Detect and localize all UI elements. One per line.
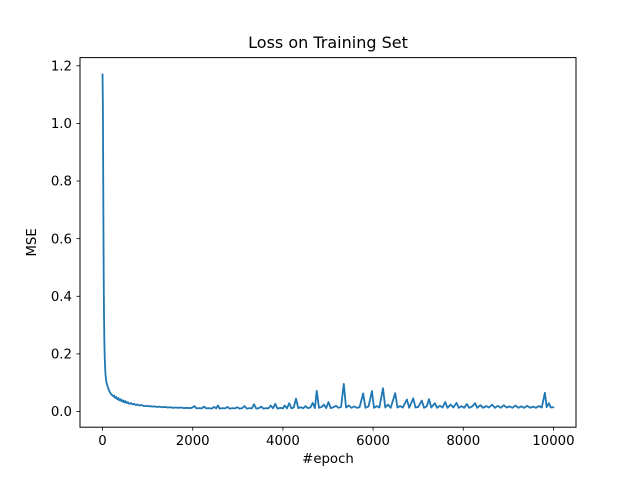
y-tick-label: 0.0 [51, 405, 72, 420]
y-tick-label: 0.2 [51, 348, 72, 363]
y-tick-label: 0.6 [51, 232, 72, 247]
x-tick-label: 4000 [266, 434, 300, 449]
y-tick-label: 0.4 [51, 290, 72, 305]
loss-line-series [101, 73, 555, 410]
x-tick-label: 10000 [532, 434, 574, 449]
y-axis-label: MSE [25, 228, 40, 256]
x-tick-label: 6000 [356, 434, 390, 449]
axes-spines [79, 57, 577, 428]
series-group [101, 73, 555, 410]
x-axis-label: #epoch [302, 452, 354, 467]
y-tick-label: 1.2 [51, 59, 72, 74]
x-tick-label: 2000 [176, 434, 210, 449]
x-tick-label: 0 [98, 434, 106, 449]
ticks-group: 0 2000 4000 6000 8000 10000 0.0 0.2 0.4 0.6 0.8 1.0… [51, 59, 575, 449]
y-tick-label: 0.8 [51, 175, 72, 190]
plot-area [80, 57, 576, 428]
chart-title: Loss on Training Set [248, 33, 408, 52]
y-tick-label: 1.0 [51, 117, 72, 132]
x-tick-label: 8000 [446, 434, 480, 449]
